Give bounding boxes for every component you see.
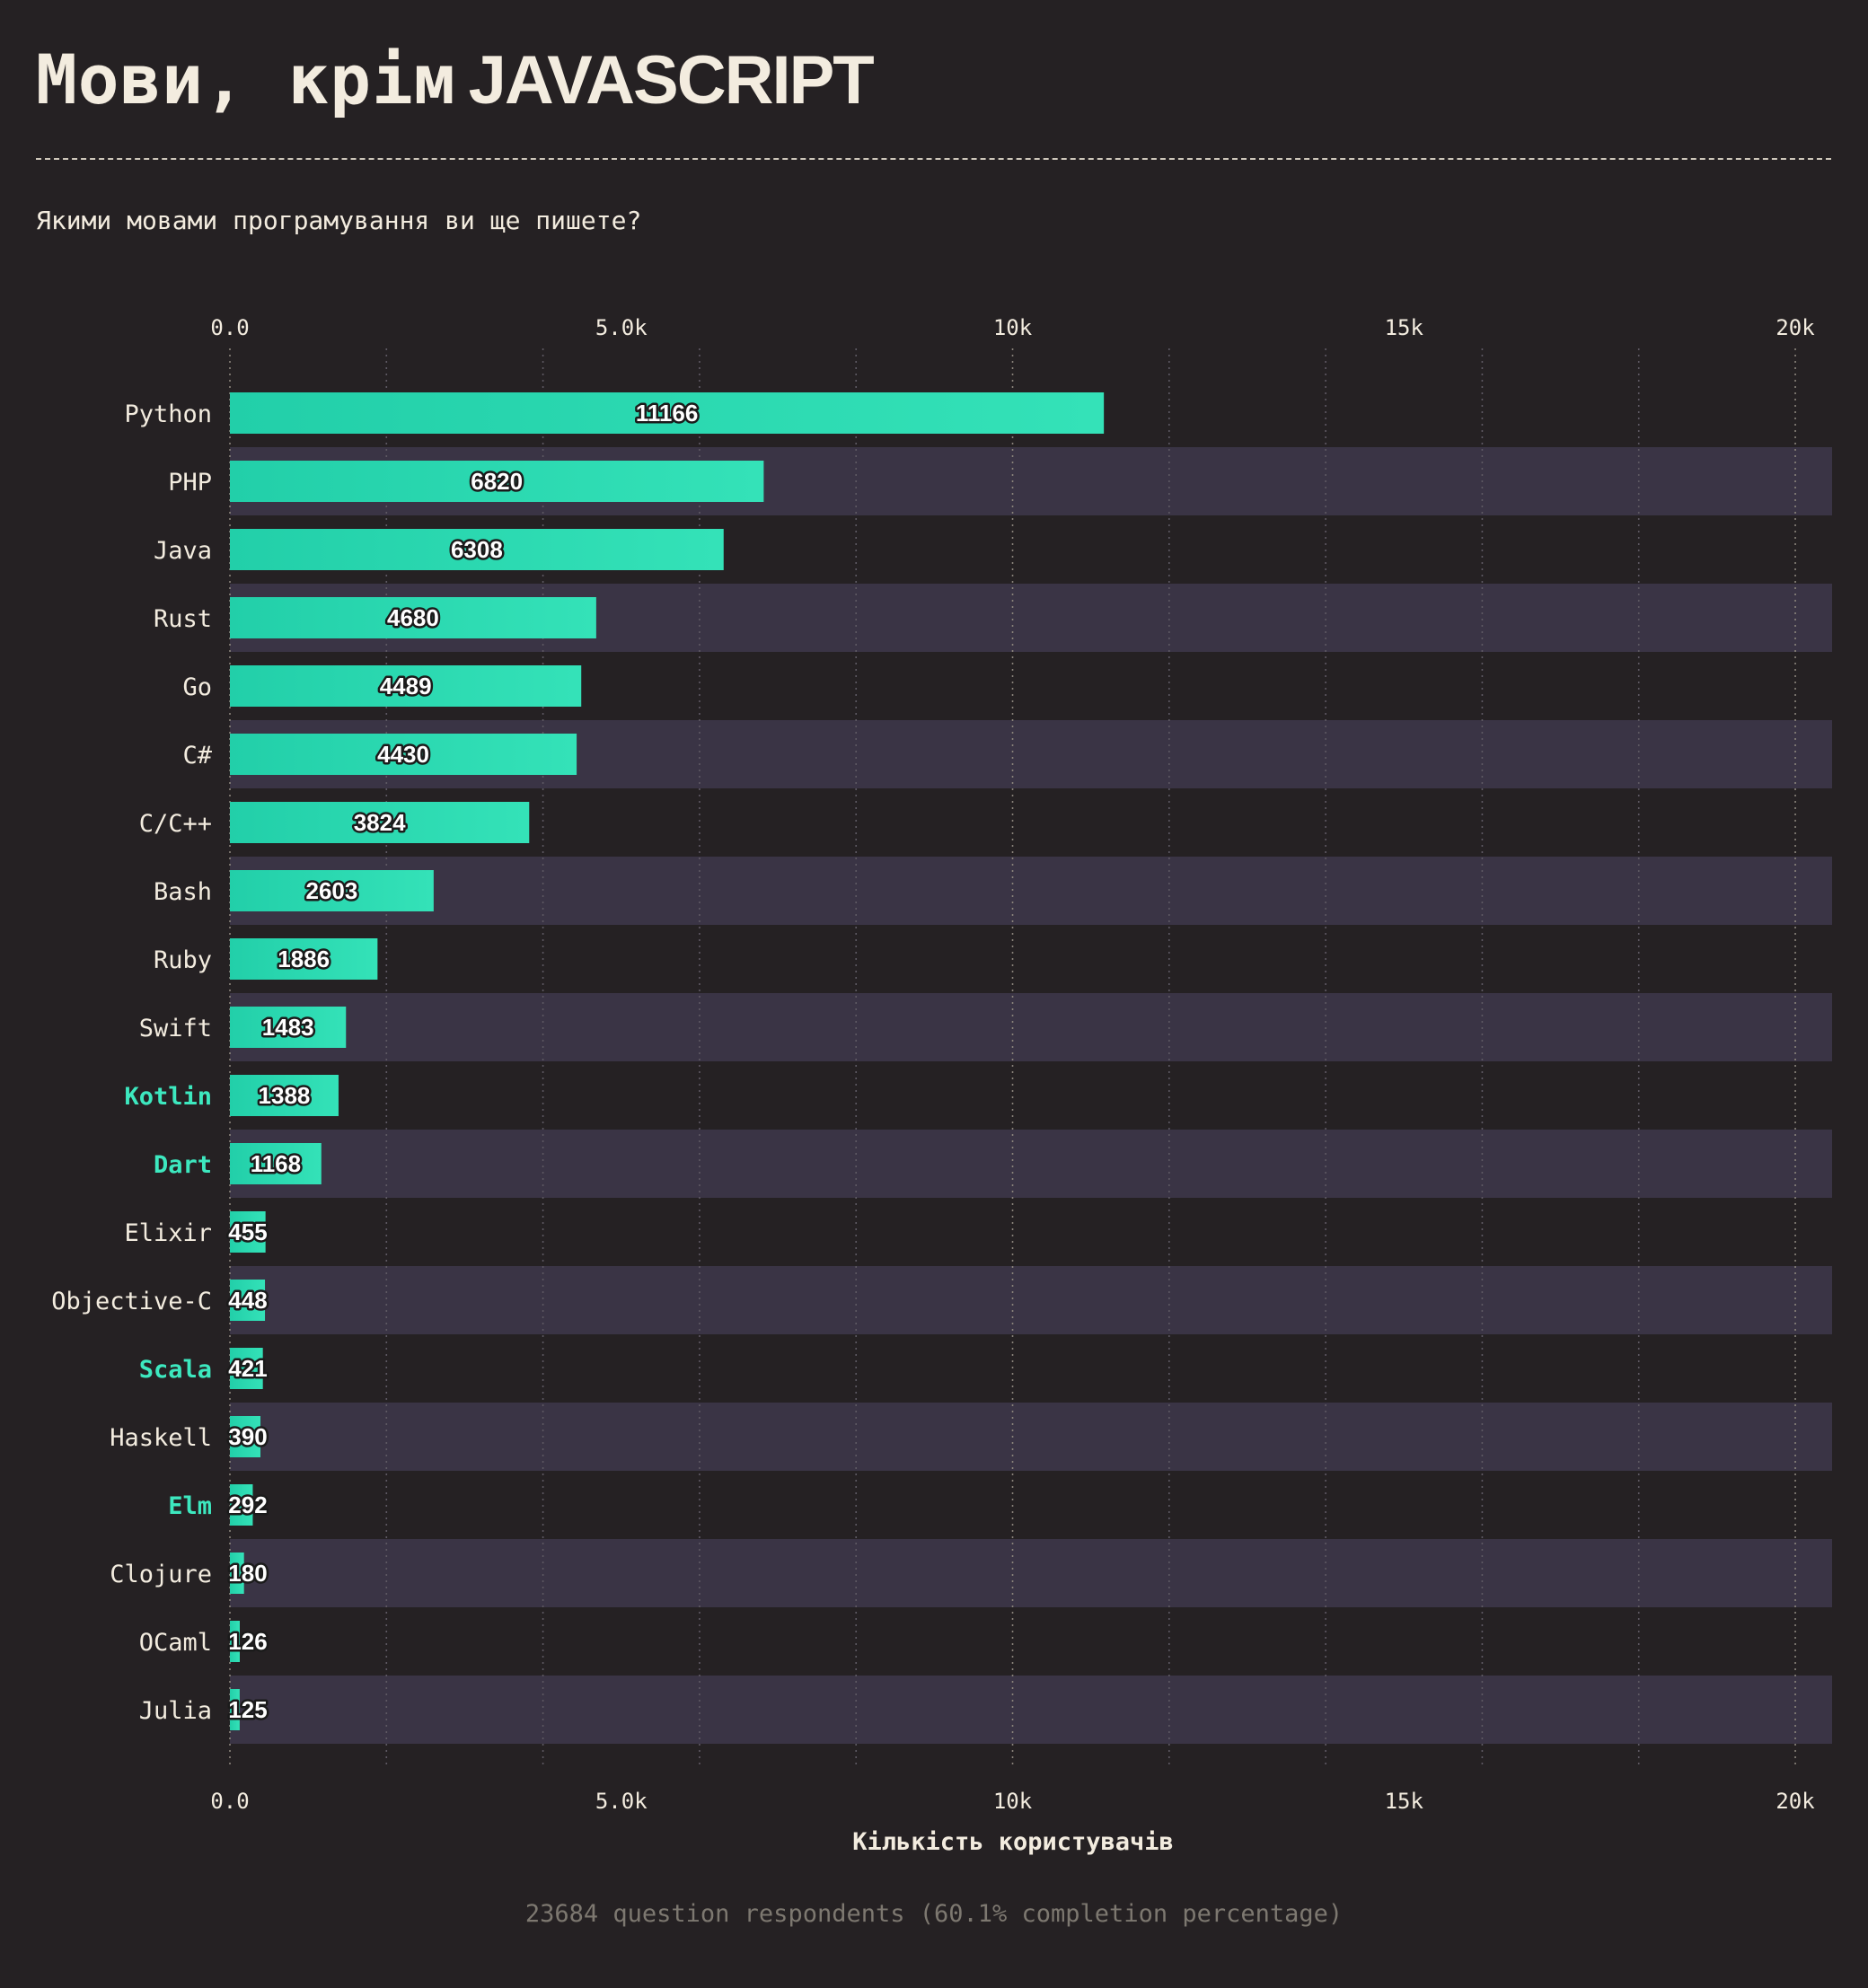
page-title: Мови, крім JAVASCRIPT [36, 31, 875, 130]
bar [230, 665, 582, 707]
value-label: 6308 [451, 536, 503, 563]
title-part-2: JAVASCRIPT [468, 42, 875, 119]
value-label: 421 [228, 1355, 267, 1382]
bar [230, 870, 434, 911]
bar [230, 1211, 266, 1253]
value-label: 1483 [262, 1014, 314, 1041]
row-band [230, 857, 1832, 925]
bar [230, 392, 1105, 434]
category-label: Julia [139, 1697, 212, 1725]
x-tick-label-bottom: 10k [993, 1789, 1033, 1814]
value-label: 1886 [278, 946, 330, 972]
category-label: Go [182, 673, 212, 701]
category-label: Objective-C [51, 1288, 212, 1315]
category-label: Python [124, 400, 212, 428]
bar [230, 1484, 253, 1526]
row-band [230, 1539, 1832, 1607]
row-band [230, 1676, 1832, 1744]
value-label: 1168 [251, 1150, 301, 1177]
bar [230, 1553, 244, 1594]
x-tick-label-top: 10k [993, 315, 1033, 340]
bar [230, 1689, 240, 1730]
value-label: 448 [228, 1287, 267, 1314]
x-tick-label-bottom: 20k [1775, 1789, 1815, 1814]
bar [230, 1348, 263, 1389]
value-label: 455 [228, 1218, 267, 1245]
value-label: 126 [228, 1628, 267, 1655]
category-label: Elixir [124, 1219, 212, 1247]
category-label: Haskell [110, 1424, 212, 1452]
category-label: OCaml [139, 1629, 212, 1657]
category-label: Ruby [154, 946, 212, 974]
bar [230, 461, 764, 502]
value-label: 2603 [306, 877, 358, 904]
value-label: 4489 [380, 673, 432, 699]
bar [230, 802, 530, 843]
value-label: 180 [228, 1560, 267, 1587]
category-label: Swift [139, 1015, 212, 1042]
category-label: PHP [168, 469, 212, 497]
category-label: Scala [139, 1356, 212, 1384]
value-label: 1388 [259, 1082, 311, 1109]
category-label: C# [182, 742, 212, 770]
x-tick-label-top: 20k [1775, 315, 1815, 340]
x-tick-label-bottom: 5.0k [595, 1789, 648, 1814]
bar [230, 938, 378, 980]
bar [230, 1007, 347, 1048]
category-label: C/C++ [139, 810, 212, 838]
x-tick-label-bottom: 0.0 [210, 1789, 249, 1814]
category-label: Java [154, 537, 212, 565]
bar-chart: 0.0 0.0 5.0k 5.0k 10k 10k 15k 15k 20k 20k Python 11… [51, 315, 1832, 1856]
title-part-1: Мови, крім [36, 40, 456, 119]
category-label: Bash [154, 878, 212, 906]
title-divider [36, 158, 1831, 160]
category-label: Kotlin [124, 1083, 212, 1111]
x-tick-label-top: 15k [1385, 315, 1424, 340]
bar [230, 1075, 339, 1116]
bar [230, 734, 577, 775]
x-tick-label-top: 0.0 [210, 315, 249, 340]
value-label: 4430 [377, 741, 429, 768]
row-band [230, 993, 1832, 1061]
x-tick-label-top: 5.0k [595, 315, 648, 340]
bar [230, 1416, 260, 1457]
category-label: Elm [168, 1492, 212, 1520]
value-label: 11166 [636, 400, 698, 427]
x-axis-title: Кількість користувачів [852, 1828, 1174, 1856]
bar [230, 1621, 240, 1662]
bar [230, 529, 724, 570]
value-label: 390 [228, 1423, 267, 1450]
bar [230, 597, 596, 638]
survey-question: Якими мовами програмування ви ще пишете? [36, 206, 642, 235]
category-label: Rust [154, 605, 212, 633]
bar [230, 1143, 322, 1184]
x-tick-label-bottom: 15k [1385, 1789, 1424, 1814]
value-label: 125 [228, 1696, 267, 1723]
bar [230, 1280, 266, 1321]
row-band [230, 1266, 1832, 1334]
category-label: Clojure [110, 1561, 212, 1588]
value-label: 3824 [354, 809, 406, 836]
category-label: Dart [154, 1151, 212, 1179]
value-label: 6820 [471, 468, 523, 495]
row-band [230, 1403, 1832, 1471]
value-label: 4680 [387, 604, 439, 631]
respondents-footer: 23684 question respondents (60.1% comple… [524, 1900, 1344, 1928]
value-label: 292 [228, 1491, 267, 1518]
row-band [230, 1130, 1832, 1198]
